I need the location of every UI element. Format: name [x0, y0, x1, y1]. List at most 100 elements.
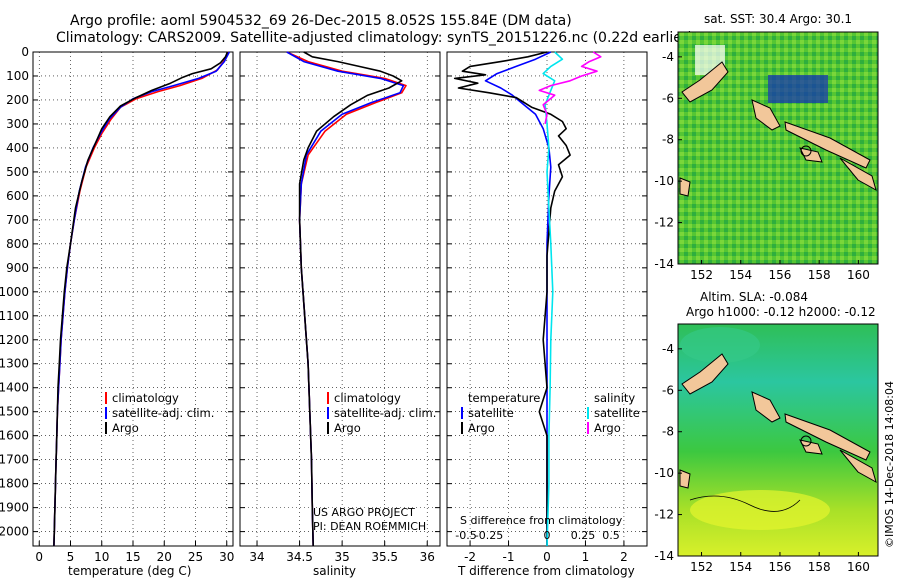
- map-x-tick-label: 154: [729, 268, 752, 282]
- map-y-tick-label: -12: [654, 216, 674, 230]
- land-island-1: [751, 99, 781, 131]
- x-tick-label: 0: [35, 550, 43, 564]
- map-x-tick-label: 158: [808, 560, 831, 574]
- salinity-ticks: 34 34.5 35 35.5 36: [240, 51, 440, 564]
- map-y-tick-label: -6: [662, 91, 674, 105]
- map-x-tick-label: 160: [847, 268, 870, 282]
- sla-map-frame: [677, 323, 879, 557]
- s-tick-label: 0: [544, 529, 551, 542]
- legend-sal-argo: Argo: [594, 421, 621, 435]
- y-tick-label: 400: [6, 141, 29, 155]
- y-tick-label: 0: [21, 45, 29, 59]
- map-x-tick-label: 158: [808, 268, 831, 282]
- y-tick-label: 1000: [0, 285, 29, 299]
- y-tick-label: 700: [6, 213, 29, 227]
- salinity-xlabel: salinity: [313, 564, 356, 578]
- x-tick-label: 10: [94, 550, 109, 564]
- legend-satellite: satellite-adj. clim.: [334, 406, 436, 420]
- temperature-ticks: 0100200300400500600700800900100011001200…: [0, 45, 234, 564]
- map-x-tick-label: 160: [847, 560, 870, 574]
- s-difference-ticks: -0.5-0.25 0 0.25 0.5: [455, 529, 619, 542]
- temperature-frame: [32, 51, 234, 547]
- sla-low: [690, 490, 830, 530]
- y-tick-label: 800: [6, 237, 29, 251]
- salinity-panel: 34 34.5 35 35.5 36 salinity climatology sate…: [239, 51, 441, 578]
- y-tick-label: 900: [6, 261, 29, 275]
- sla-map-ticks: 152 154 156 158 160 -4 -6 -8 -10 -12 -14: [654, 342, 869, 574]
- legend-temp-satellite: satellite: [468, 406, 514, 420]
- y-tick-label: 1800: [0, 477, 29, 491]
- map-x-tick-label: 152: [690, 268, 713, 282]
- x-tick-label: 15: [125, 550, 140, 564]
- y-tick-label: 300: [6, 117, 29, 131]
- x-tick-label: 36: [420, 550, 435, 564]
- series-salinity-argo: [538, 51, 602, 125]
- sla-map-title2: Argo h1000: -0.12 h2000: -0.12: [686, 305, 876, 319]
- float-location-marker: [800, 435, 812, 447]
- legend-temperature-title: temperature: [468, 391, 540, 405]
- y-tick-label: 1200: [0, 333, 29, 347]
- y-tick-label: 1600: [0, 429, 29, 443]
- watermark: ©IMOS 14-Dec-2018 14:08:04: [883, 381, 896, 548]
- y-tick-label: 600: [6, 189, 29, 203]
- map-x-tick-label: 156: [769, 268, 792, 282]
- x-tick-label: -1: [503, 550, 515, 564]
- map-y-tick-label: -4: [662, 342, 674, 356]
- difference-ticks: -2 -1 0 1 2: [447, 51, 647, 564]
- sla-high: [680, 327, 760, 363]
- s-tick-label: 0.5: [602, 529, 620, 542]
- legend-climatology: climatology: [112, 391, 179, 405]
- sst-map-ticks: 152 154 156 158 160 -4 -6 -8 -10 -12 -14: [654, 50, 869, 282]
- y-tick-label: 1900: [0, 501, 29, 515]
- x-tick-label: 2: [620, 550, 628, 564]
- header-line1: Argo profile: aoml 5904532_69 26-Dec-201…: [70, 13, 572, 29]
- x-tick-label: 20: [157, 550, 172, 564]
- land-new-guinea: [681, 353, 729, 395]
- land-island-1: [751, 391, 781, 423]
- map-y-tick-label: -14: [654, 257, 674, 271]
- y-tick-label: 1700: [0, 453, 29, 467]
- series-argo: [298, 51, 403, 547]
- y-tick-label: 2000: [0, 525, 29, 539]
- legend-salinity-title: salinity: [594, 391, 635, 405]
- sst-map: sat. SST: 30.4 Argo: 30.1 152 154 156 158 16…: [654, 12, 879, 282]
- x-tick-label: 5: [67, 550, 75, 564]
- land-island-5: [679, 177, 691, 197]
- project-credit: US ARGO PROJECT: [313, 506, 415, 519]
- temperature-xlabel: temperature (deg C): [68, 564, 191, 578]
- bathymetry-contour: [689, 495, 801, 512]
- series-temperature-argo: [453, 51, 571, 546]
- land-island-5: [679, 469, 691, 489]
- land-new-guinea: [681, 61, 729, 103]
- legend-temp-argo: Argo: [468, 421, 495, 435]
- header-line2: Climatology: CARS2009. Satellite-adjuste…: [56, 30, 693, 46]
- salinity-grid: [240, 51, 440, 546]
- temperature-legend: climatology satellite-adj. clim. Argo: [105, 391, 214, 435]
- x-tick-label: 34: [249, 550, 264, 564]
- difference-xlabel: T difference from climatology: [457, 564, 635, 578]
- series-salinity-satellite: [542, 51, 564, 547]
- s-tick-label: 0.25: [571, 529, 596, 542]
- difference-lines: [453, 51, 602, 547]
- x-tick-label: 35: [334, 550, 349, 564]
- cool-sst-patch: [768, 75, 828, 103]
- x-tick-label: 0: [543, 550, 551, 564]
- legend-climatology: climatology: [334, 391, 401, 405]
- land-island-4: [839, 157, 877, 192]
- y-tick-label: 1500: [0, 405, 29, 419]
- salinity-lines: [286, 51, 407, 547]
- difference-panel: -2 -1 0 1 2 T difference from climatology te…: [446, 51, 648, 578]
- salinity-frame: [239, 51, 441, 547]
- y-tick-label: 500: [6, 165, 29, 179]
- map-y-tick-label: -10: [654, 174, 674, 188]
- legend-argo: Argo: [334, 421, 361, 435]
- land-island-2: [784, 413, 871, 461]
- y-tick-label: 1400: [0, 381, 29, 395]
- legend-satellite: satellite-adj. clim.: [112, 406, 214, 420]
- map-x-tick-label: 156: [769, 560, 792, 574]
- y-tick-label: 200: [6, 93, 29, 107]
- sst-map-frame: [677, 31, 879, 265]
- x-tick-label: 1: [582, 550, 590, 564]
- sla-map-title1: Altim. SLA: -0.084: [700, 290, 808, 304]
- map-x-tick-label: 154: [729, 560, 752, 574]
